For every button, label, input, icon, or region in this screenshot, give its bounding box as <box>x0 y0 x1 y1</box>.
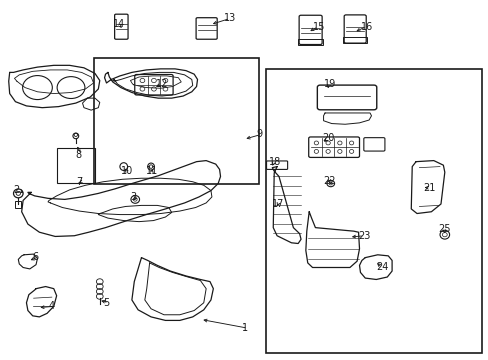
Text: 25: 25 <box>438 224 450 234</box>
Text: 20: 20 <box>322 133 334 143</box>
Text: 3: 3 <box>130 192 136 202</box>
Bar <box>343 37 366 43</box>
Text: 17: 17 <box>272 199 284 209</box>
Bar <box>16 201 21 207</box>
Text: 11: 11 <box>146 166 158 176</box>
Text: 13: 13 <box>224 13 236 23</box>
Text: 9: 9 <box>256 129 262 139</box>
Text: 4: 4 <box>49 301 55 311</box>
Text: 22: 22 <box>323 176 335 186</box>
Text: 21: 21 <box>422 183 434 193</box>
Text: 10: 10 <box>121 166 133 176</box>
Bar <box>298 39 323 45</box>
Text: 18: 18 <box>268 157 280 167</box>
Text: 24: 24 <box>376 262 388 273</box>
Text: 1: 1 <box>242 323 248 333</box>
Text: 8: 8 <box>76 150 82 159</box>
Text: 12: 12 <box>156 79 168 89</box>
Text: 7: 7 <box>76 177 82 187</box>
Bar <box>265 69 481 353</box>
Text: 2: 2 <box>14 185 20 195</box>
Text: 14: 14 <box>112 19 125 29</box>
Text: 5: 5 <box>103 298 109 308</box>
Text: 15: 15 <box>312 22 324 32</box>
Text: 16: 16 <box>360 22 372 32</box>
Bar <box>57 148 95 183</box>
Bar <box>93 58 258 184</box>
Text: 19: 19 <box>323 79 335 89</box>
Text: 6: 6 <box>33 252 39 262</box>
Text: 23: 23 <box>358 231 370 241</box>
